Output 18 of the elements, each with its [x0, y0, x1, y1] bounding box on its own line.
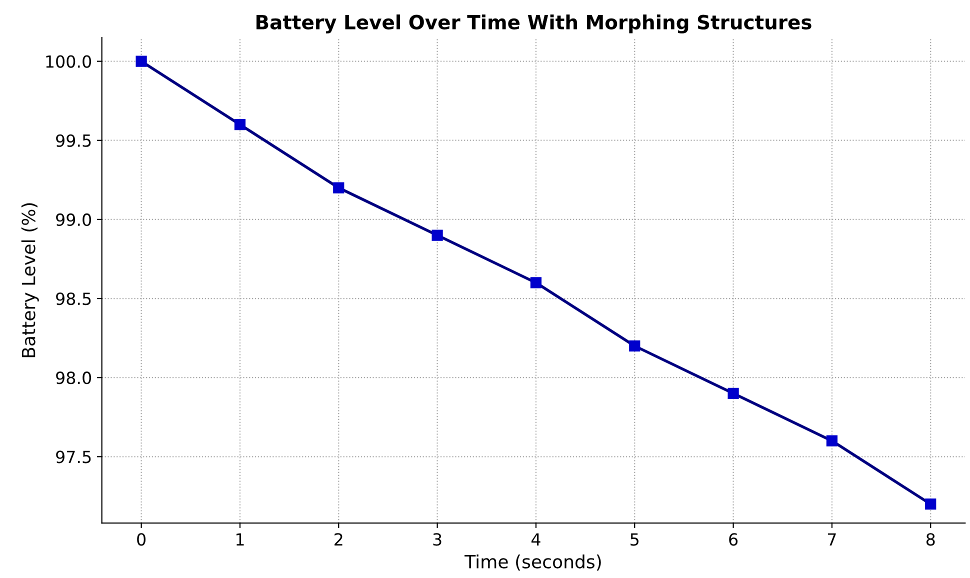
x-tick-label: 1 [236, 533, 244, 546]
y-tick-label: 99.5 [56, 134, 91, 147]
x-tick-label: 7 [828, 533, 836, 546]
x-tick-label: 2 [334, 533, 342, 546]
y-tick-label: 99.0 [56, 213, 92, 226]
x-tick-label: 4 [531, 533, 540, 546]
x-tick-label: 6 [729, 533, 738, 546]
y-tick-label: 100.0 [46, 55, 92, 68]
y-tick-label: 98.5 [56, 292, 91, 306]
chart-title: Battery Level Over Time With Morphing Structures [256, 14, 812, 34]
x-axis-title: Time (seconds) [464, 554, 601, 571]
y-tick-label: 97.5 [56, 450, 91, 464]
x-tick-label: 3 [433, 533, 442, 546]
x-tick-label: 0 [137, 533, 146, 546]
y-axis-title: Battery Level (%) [21, 203, 39, 358]
x-tick-label: 5 [630, 533, 638, 546]
y-tick-label: 98.0 [56, 372, 92, 384]
x-tick-label: 8 [926, 533, 935, 546]
